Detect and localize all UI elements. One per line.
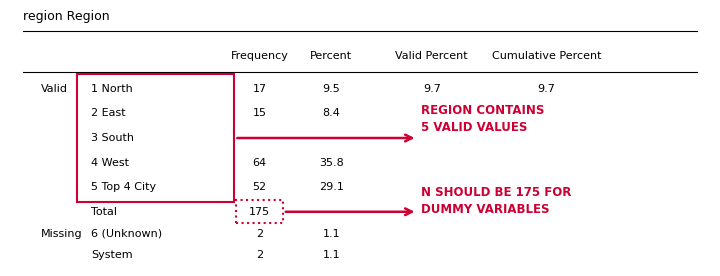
Text: region Region: region Region (23, 10, 109, 23)
Text: 35.8: 35.8 (319, 158, 343, 168)
Bar (77, 74, 235, 202)
Text: System: System (91, 251, 132, 261)
Text: 64: 64 (253, 158, 266, 168)
Text: 2: 2 (256, 251, 263, 261)
Text: Missing: Missing (41, 229, 83, 239)
Text: N SHOULD BE 175 FOR
DUMMY VARIABLES: N SHOULD BE 175 FOR DUMMY VARIABLES (421, 186, 572, 216)
Text: Cumulative Percent: Cumulative Percent (492, 51, 601, 60)
Text: 1.1: 1.1 (323, 229, 340, 239)
Text: 4 West: 4 West (91, 158, 129, 168)
Text: 9.7: 9.7 (538, 84, 555, 94)
Text: 2 East: 2 East (91, 108, 126, 118)
Text: 29.1: 29.1 (319, 182, 343, 192)
Bar (236, 200, 283, 223)
Text: Valid: Valid (41, 84, 68, 94)
Text: Percent: Percent (310, 51, 352, 60)
Text: 1 North: 1 North (91, 84, 132, 94)
Text: 6 (Unknown): 6 (Unknown) (91, 229, 162, 239)
Text: 5 Top 4 City: 5 Top 4 City (91, 182, 156, 192)
Text: 52: 52 (253, 182, 266, 192)
Text: 15: 15 (253, 108, 266, 118)
Text: 9.7: 9.7 (423, 84, 441, 94)
Text: Frequency: Frequency (230, 51, 289, 60)
Text: 1.1: 1.1 (323, 251, 340, 261)
Text: 3 South: 3 South (91, 133, 134, 143)
Text: 9.5: 9.5 (323, 84, 340, 94)
Text: 175: 175 (249, 207, 270, 217)
Text: 17: 17 (253, 84, 266, 94)
Text: 8.4: 8.4 (323, 108, 341, 118)
Text: REGION CONTAINS
5 VALID VALUES: REGION CONTAINS 5 VALID VALUES (421, 104, 544, 134)
Text: Valid Percent: Valid Percent (395, 51, 468, 60)
Text: Total: Total (91, 207, 117, 217)
Text: 2: 2 (256, 229, 263, 239)
